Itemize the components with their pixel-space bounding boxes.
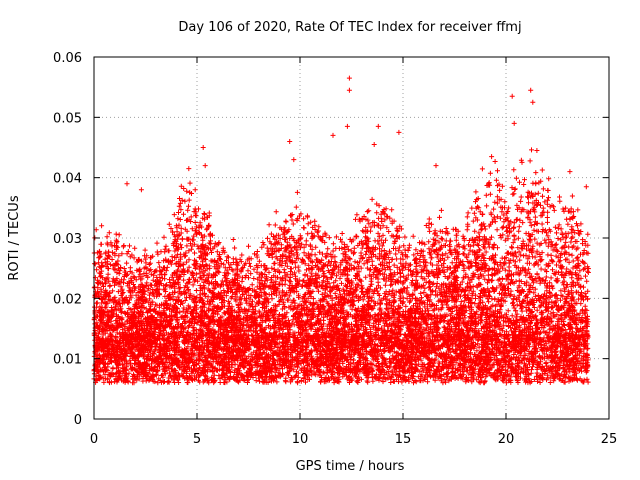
x-tick-label: 20 (498, 432, 515, 447)
x-tick-label: 15 (395, 432, 412, 447)
y-tick-label: 0.06 (53, 51, 82, 66)
x-tick-label: 25 (601, 432, 618, 447)
y-tick-label: 0.01 (53, 353, 82, 368)
x-tick-label: 5 (193, 432, 201, 447)
y-tick-label: 0.03 (53, 232, 82, 247)
y-tick-label: 0.02 (53, 292, 82, 307)
y-tick-label: 0.05 (53, 111, 82, 126)
roti-series-markers (91, 75, 591, 386)
x-axis-label: GPS time / hours (296, 459, 405, 474)
x-tick-label: 10 (292, 432, 309, 447)
x-tick-label: 0 (90, 432, 98, 447)
y-tick-label: 0 (74, 413, 82, 428)
y-axis-label: ROTI / TECUs (7, 195, 22, 280)
data-points (91, 75, 591, 386)
axes: 0 5 10 15 20 25 0 0.01 0.02 0.03 0.04 0.05 0.06 (53, 51, 617, 447)
chart-title: Day 106 of 2020, Rate Of TEC Index for r… (178, 20, 521, 35)
y-tick-label: 0.04 (53, 172, 82, 187)
